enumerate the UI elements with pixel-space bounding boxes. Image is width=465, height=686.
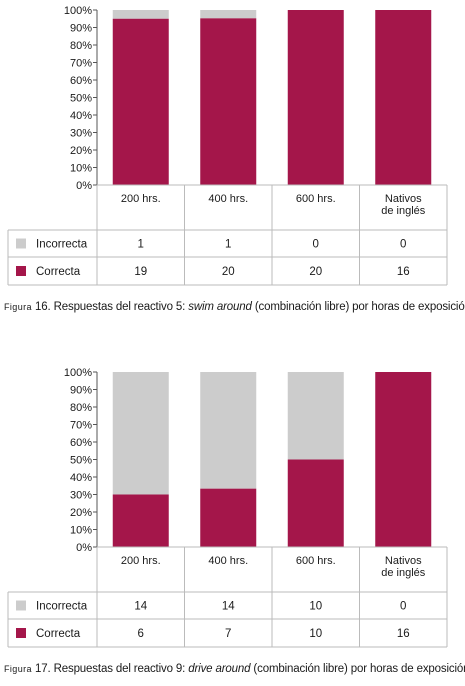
caption-prefix: Figura (4, 302, 32, 312)
bar-correcta (200, 488, 257, 547)
table-cell-value: 10 (309, 628, 322, 640)
bar-correcta (112, 494, 169, 547)
category-label: de inglés (381, 205, 426, 217)
category-label: 600 hrs. (296, 555, 336, 567)
table-cell-value: 0 (400, 239, 406, 251)
y-tick-label: 80% (70, 40, 92, 52)
bar-incorrecta (200, 372, 257, 489)
y-axis: 100% 90% 80% 70% 60% 50% 40% 30% 20% 10% 0% (64, 5, 98, 192)
legend-swatch (16, 266, 26, 276)
table-cell-value: 0 (400, 601, 406, 613)
caption-italic: drive around (188, 663, 251, 675)
legend-label: Incorrecta (36, 601, 88, 613)
table-cell-value: 14 (134, 601, 147, 613)
category-label: 200 hrs. (121, 555, 161, 567)
table-cell-value: 20 (309, 266, 322, 278)
table-cell-value: 1 (138, 239, 144, 251)
y-tick-label: 100% (64, 5, 92, 17)
y-tick-label: 50% (70, 93, 92, 105)
bar-incorrecta (112, 372, 169, 495)
chart-figure-17: 100%90%80%70%60%50%40%30%20%10%0%200 hrs… (7, 367, 448, 648)
y-tick-label: 70% (70, 420, 92, 432)
y-tick-label: 20% (70, 507, 92, 519)
figure-17: 100% 90% 80% 70% 60% 50% 40% 30% 20% 10% 0% 200 hrs… (0, 362, 465, 686)
caption-text-after: (combinación libre) por horas de exposic… (253, 663, 465, 675)
y-tick-label: 10% (70, 163, 92, 175)
y-tick-label: 70% (70, 58, 92, 70)
figure-17-caption: Figura 17. Respuestas del reactivo 9: dr… (4, 663, 465, 675)
y-tick-label: 60% (70, 437, 92, 449)
caption-text: Respuestas del reactivo 5: (53, 301, 186, 313)
category-label: 400 hrs. (208, 555, 248, 567)
y-tick-label: 10% (70, 525, 92, 537)
figure-16: 100% 90% 80% 70% 60% 50% 40% 30% 20% 10% 0% 200 hrs… (0, 0, 465, 330)
caption-prefix: Figura (4, 664, 32, 674)
bar-correcta (375, 10, 432, 185)
bars (112, 10, 432, 186)
y-tick-label: 90% (70, 385, 92, 397)
category-label: 400 hrs. (208, 193, 248, 205)
bar-correcta (200, 18, 257, 186)
caption-number: 17. (34, 663, 51, 675)
table-cell-value: 14 (222, 601, 235, 613)
y-tick-label: 40% (70, 472, 92, 484)
legend-label: Correcta (36, 266, 81, 278)
category-label: 200 hrs. (121, 193, 161, 205)
y-tick-label: 30% (70, 128, 92, 140)
y-tick-label: 100% (64, 367, 92, 379)
table-cell-value: 20 (222, 266, 235, 278)
category-label: Nativos (385, 555, 422, 567)
table-cell-value: 0 (313, 239, 319, 251)
category-label: de inglés (381, 567, 426, 579)
legend-label: Incorrecta (36, 239, 88, 251)
caption-text: Respuestas del reactivo 9: (53, 663, 186, 675)
y-tick-label: 0% (76, 180, 92, 192)
table-cell-value: 1 (225, 239, 231, 251)
y-axis: 100% 90% 80% 70% 60% 50% 40% 30% 20% 10% 0% (64, 367, 98, 554)
table-cell-value: 19 (134, 266, 147, 278)
bar-correcta (287, 459, 344, 547)
chart-figure-16: 100%90%80%70%60%50%40%30%20%10%0%200 hrs… (7, 5, 448, 286)
y-tick-label: 20% (70, 145, 92, 157)
table-cell-value: 16 (397, 628, 410, 640)
caption-text-after: (combinación libre) por horas de exposic… (254, 301, 465, 313)
bar-incorrecta (200, 10, 257, 19)
table-cell-value: 7 (225, 628, 231, 640)
bars (112, 372, 432, 547)
legend-swatch (16, 628, 26, 638)
y-tick-label: 40% (70, 110, 92, 122)
table-cell-value: 16 (397, 266, 410, 278)
caption-italic: swim around (188, 301, 252, 313)
figure-16-caption: Figura 16. Respuestas del reactivo 5: sw… (4, 301, 465, 313)
table-cell-value: 10 (309, 601, 322, 613)
y-tick-label: 80% (70, 402, 92, 414)
table-cell-value: 6 (138, 628, 144, 640)
category-label: 600 hrs. (296, 193, 336, 205)
bar-correcta (112, 18, 169, 185)
legend-swatch (16, 600, 26, 611)
legend-swatch (16, 238, 26, 249)
y-tick-label: 90% (70, 23, 92, 35)
bar-incorrecta (112, 10, 169, 19)
y-tick-label: 50% (70, 455, 92, 467)
caption-number: 16. (34, 301, 51, 313)
category-label: Nativos (385, 193, 422, 205)
bar-incorrecta (287, 372, 344, 460)
y-tick-label: 0% (76, 542, 92, 554)
legend-label: Correcta (36, 628, 81, 640)
bar-correcta (375, 372, 432, 547)
y-tick-label: 30% (70, 490, 92, 502)
y-tick-label: 60% (70, 75, 92, 87)
bar-correcta (287, 10, 344, 185)
